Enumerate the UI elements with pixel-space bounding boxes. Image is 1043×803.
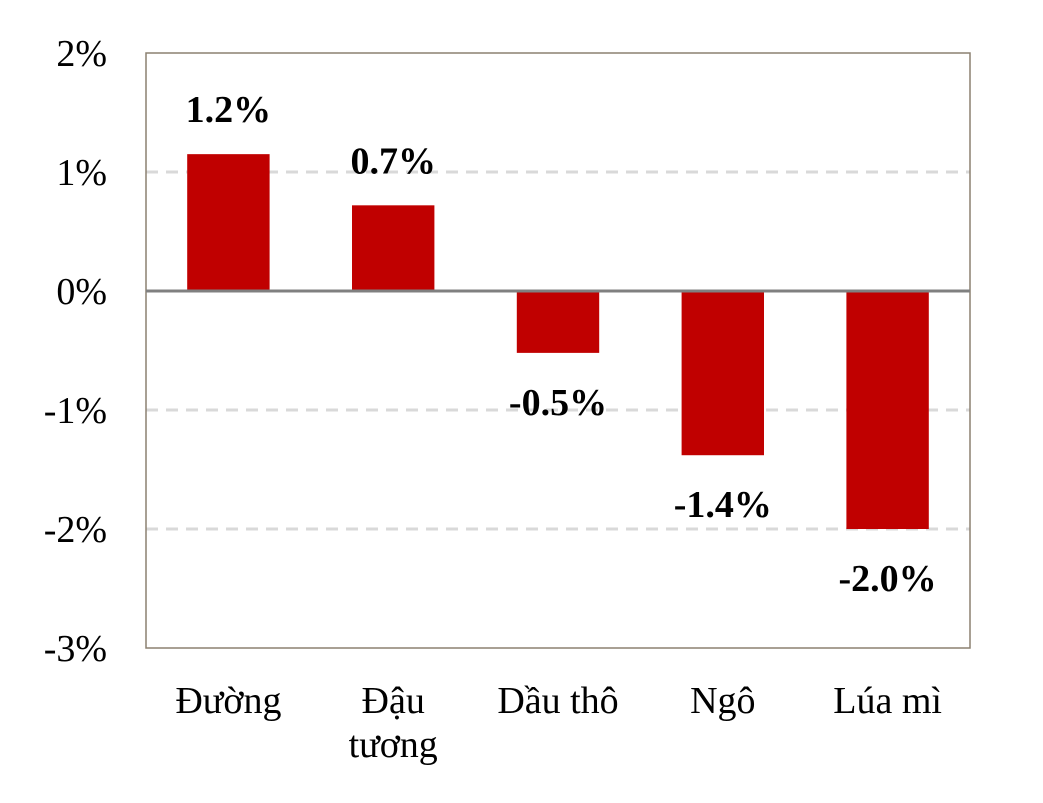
bar — [187, 154, 270, 291]
bar — [681, 291, 764, 456]
y-tick-label: 0% — [56, 271, 107, 313]
y-tick-label: 1% — [56, 152, 107, 194]
gridlines — [146, 170, 970, 531]
bar-data-label: 1.2% — [186, 89, 272, 131]
bar-data-label: -1.4% — [674, 484, 772, 526]
bar — [352, 205, 435, 291]
y-tick-label: 2% — [56, 33, 107, 75]
plot-area-frame — [145, 52, 971, 649]
bar — [516, 291, 600, 353]
y-tick-label: -2% — [44, 509, 107, 551]
bars — [187, 154, 929, 529]
bar-data-label: 0.7% — [350, 140, 436, 182]
x-category-label: Ngô — [690, 680, 755, 722]
bar-data-labels: 1.2% 0.7% -0.5% -1.4% -2.0% — [186, 89, 937, 600]
y-tick-label: -3% — [44, 628, 107, 670]
bar-data-label: -0.5% — [509, 382, 607, 424]
x-category-label: Đường — [175, 680, 281, 722]
x-category-label: Dầu thô — [497, 680, 618, 722]
bar-data-label: -2.0% — [839, 558, 937, 600]
x-axis-category-labels: Đường Đậu tương Dầu thô Ngô Lúa mì — [175, 680, 942, 766]
x-category-label: Đậu tương — [349, 680, 438, 766]
y-axis-tick-labels: 2% 1% 0% -1% -2% -3% — [44, 33, 107, 670]
y-tick-label: -1% — [44, 390, 107, 432]
bar — [846, 291, 929, 529]
x-category-label: Lúa mì — [833, 680, 942, 722]
